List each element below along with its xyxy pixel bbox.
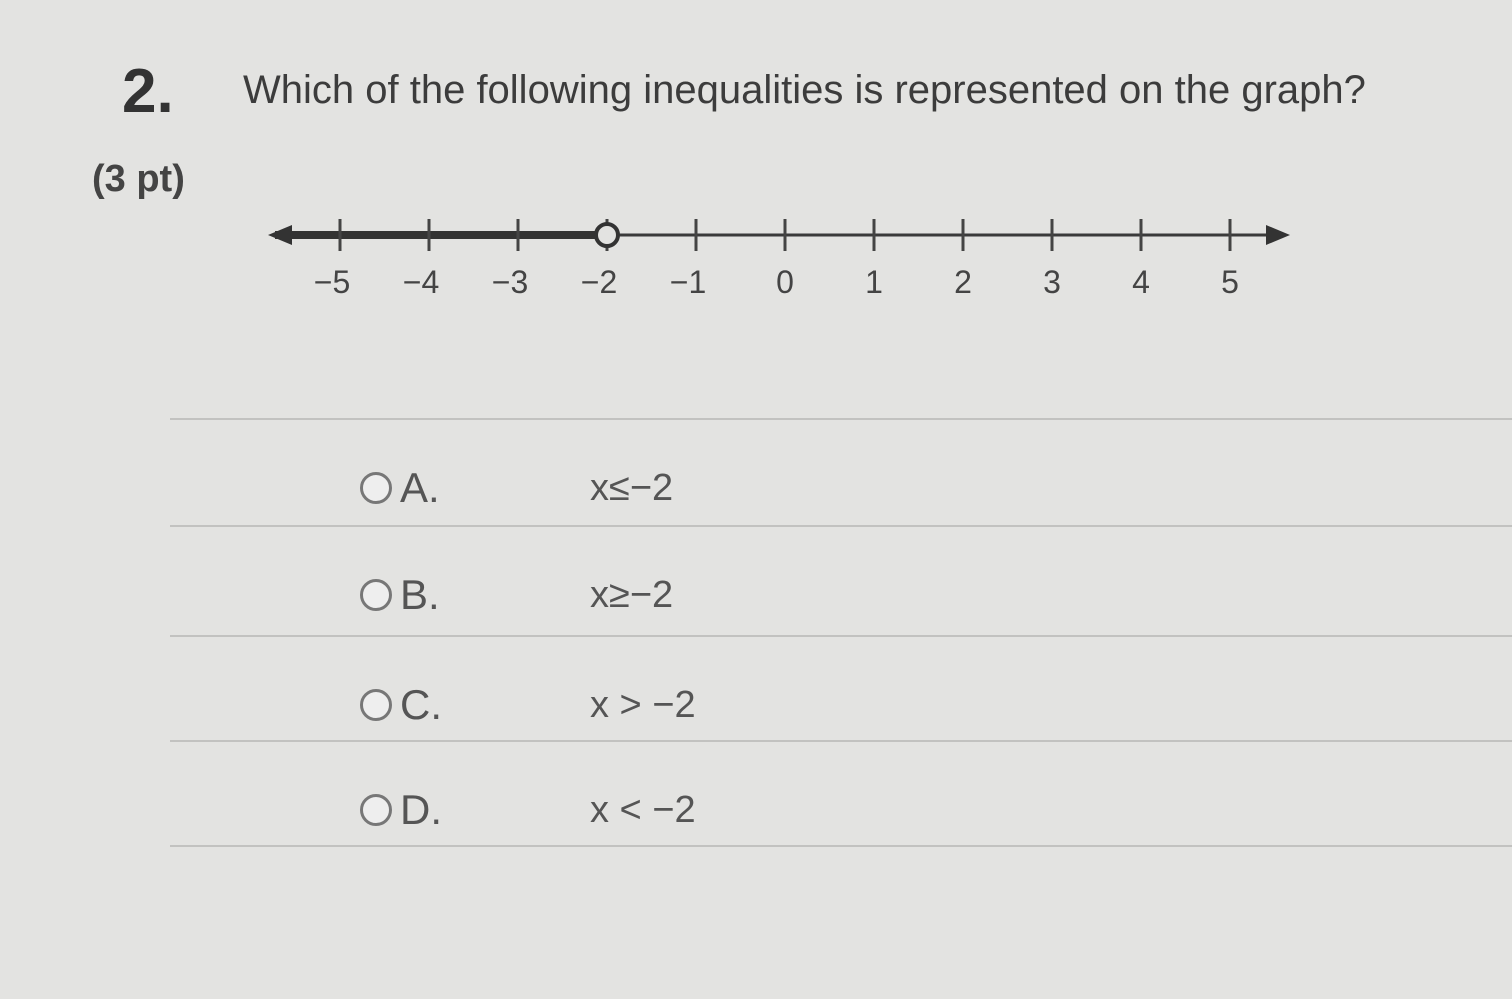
tick-label: −4 [403, 264, 439, 300]
tick-label: 1 [865, 264, 883, 300]
divider [170, 635, 1512, 637]
tick-label: 5 [1221, 264, 1239, 300]
option-a[interactable]: A. x≤−2 [360, 458, 673, 518]
right-arrow [1266, 225, 1290, 245]
tick-label: −5 [314, 264, 350, 300]
option-c[interactable]: C. x > −2 [360, 675, 696, 735]
radio-button[interactable] [360, 579, 392, 611]
divider [170, 740, 1512, 742]
divider [170, 845, 1512, 847]
tick-label: 4 [1132, 264, 1150, 300]
tick-label: 2 [954, 264, 972, 300]
question-text: Which of the following inequalities is r… [243, 68, 1366, 112]
number-line: −5 −4 −3 −2 −1 0 1 2 3 4 5 [268, 219, 1290, 300]
tick-label: −2 [581, 264, 617, 300]
option-answer: x≥−2 [590, 573, 674, 616]
radio-button[interactable] [360, 472, 392, 504]
open-point [594, 222, 620, 248]
option-letter: C. [400, 681, 442, 728]
divider [170, 418, 1512, 420]
option-answer: x < −2 [590, 788, 696, 831]
tick-label: 0 [776, 264, 794, 300]
tick-label: −1 [670, 264, 706, 300]
option-letter: D. [400, 786, 442, 833]
tick-label: −3 [492, 264, 528, 300]
option-answer: x > −2 [590, 683, 696, 726]
option-letter: A. [400, 464, 440, 511]
tick-label: 3 [1043, 264, 1061, 300]
divider [170, 525, 1512, 527]
option-d[interactable]: D. x < −2 [360, 780, 696, 840]
question-number: 2. [122, 57, 174, 126]
option-letter: B. [400, 571, 440, 618]
option-b[interactable]: B. x≥−2 [360, 565, 673, 625]
option-answer: x≤−2 [590, 466, 674, 509]
radio-button[interactable] [360, 794, 392, 826]
radio-button[interactable] [360, 689, 392, 721]
question-points: (3 pt) [92, 158, 185, 200]
